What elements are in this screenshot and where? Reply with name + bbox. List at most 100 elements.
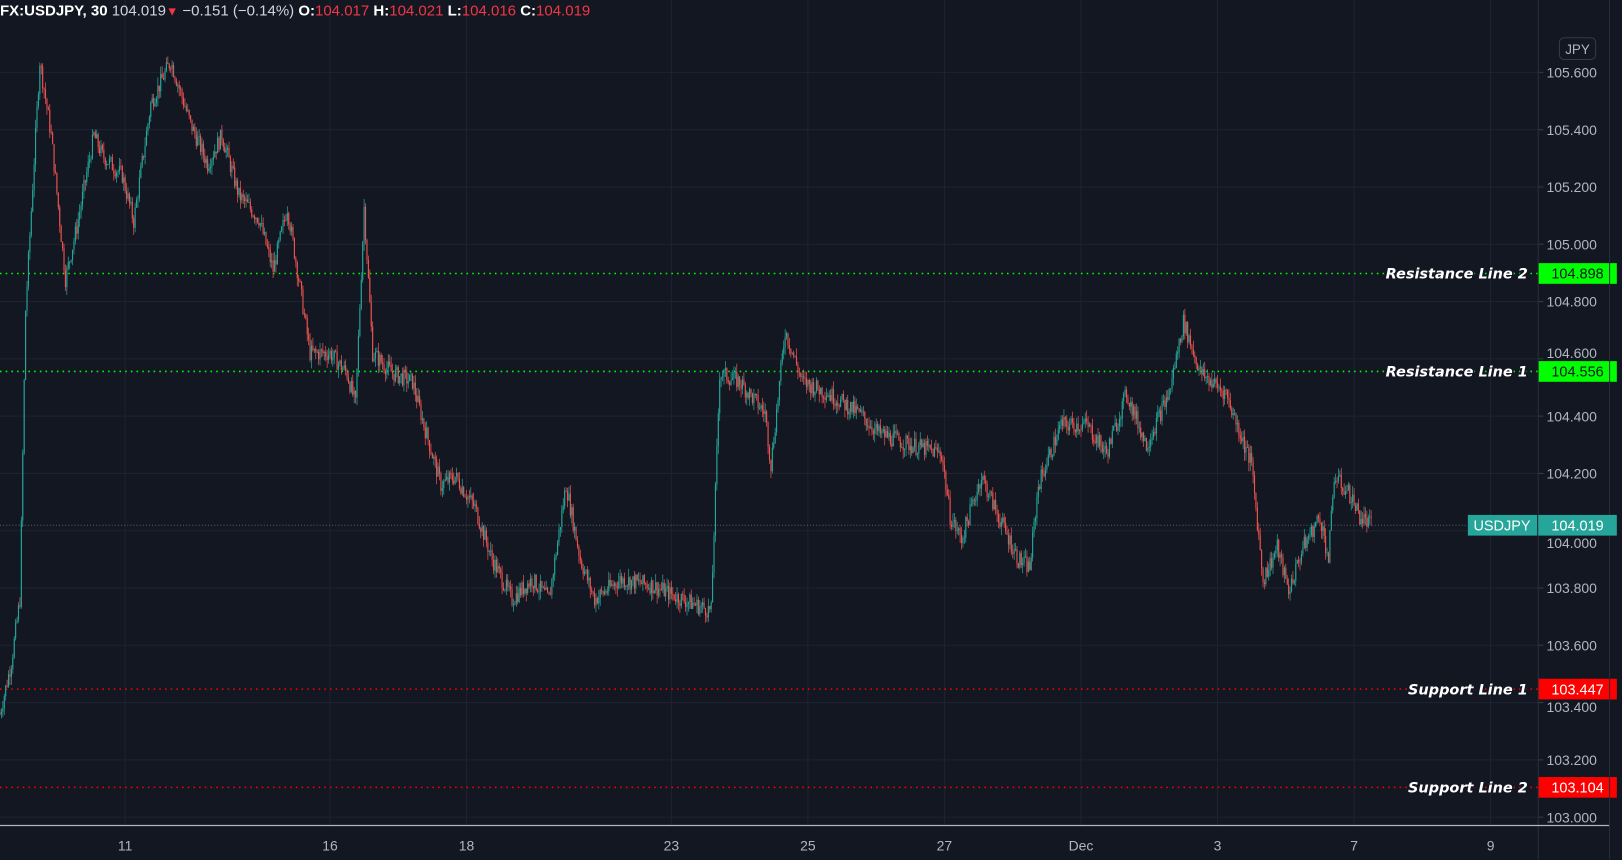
candle-body [986, 483, 988, 498]
candle-body [229, 157, 231, 172]
candle-body [922, 443, 924, 448]
candle [34, 119, 37, 172]
candle-body [905, 435, 907, 449]
candle [141, 153, 143, 169]
candle [367, 255, 369, 280]
candle [1167, 389, 1169, 403]
candle-body [1096, 435, 1098, 444]
candle-body [541, 581, 543, 588]
candle [252, 214, 254, 218]
candle-body [266, 244, 268, 248]
candle [534, 573, 536, 594]
candle-body [632, 576, 634, 581]
candle [760, 403, 762, 412]
candle [603, 586, 606, 596]
candle [126, 182, 128, 204]
candle-body [673, 594, 675, 600]
candle [892, 424, 894, 447]
candle-body [969, 504, 971, 525]
candle-body [1343, 491, 1345, 495]
candle [286, 206, 288, 227]
candle [881, 428, 883, 439]
candle [217, 132, 219, 154]
candle-body [441, 488, 443, 492]
candle-body [0, 711, 2, 715]
currency-button[interactable]: JPY [1558, 37, 1597, 60]
support-line[interactable]: Support Line 1 103.447 [0, 678, 1617, 700]
candle-body [1366, 517, 1368, 527]
candle-body [544, 587, 546, 590]
candle-body [37, 94, 39, 107]
candle [464, 493, 466, 498]
candle-body [1269, 558, 1271, 571]
candle-body [312, 345, 314, 351]
candle [83, 175, 85, 199]
candle-body [1066, 419, 1068, 427]
candle [73, 237, 75, 255]
candle [197, 130, 199, 147]
candle [1013, 543, 1015, 560]
candle-body [263, 232, 266, 234]
candle [820, 387, 822, 395]
candle-body [271, 260, 273, 263]
candle [26, 280, 28, 317]
candle [884, 426, 886, 446]
candle [703, 597, 705, 610]
candle [1121, 398, 1123, 427]
candle-body [555, 555, 557, 558]
candle-body [363, 206, 365, 243]
candle-body [1211, 379, 1213, 388]
candle [0, 708, 2, 719]
candle [886, 425, 889, 439]
candle-body [740, 384, 742, 389]
candle-body [1053, 436, 1055, 456]
candle-body [936, 447, 938, 452]
candle [246, 194, 249, 203]
candle [1279, 552, 1281, 567]
candle [219, 129, 222, 150]
horizontal-lines[interactable]: Resistance Line 2 104.898 Resistance Line … [0, 263, 1617, 798]
candle [615, 582, 617, 595]
candle-body [117, 171, 119, 173]
candle [569, 485, 571, 519]
candle [1265, 567, 1267, 587]
candle-body [458, 479, 460, 489]
candle [1326, 547, 1328, 557]
candle-body [1360, 518, 1362, 525]
candle-body [793, 352, 795, 357]
support-line[interactable]: Support Line 2 103.104 [0, 777, 1617, 798]
candle-body [1094, 441, 1096, 444]
candle-body [423, 418, 425, 428]
candle [329, 348, 331, 359]
candle-body [30, 211, 32, 236]
candle-body [337, 363, 340, 370]
candle [1172, 364, 1175, 386]
candle [1148, 439, 1150, 457]
candle-body [527, 583, 529, 594]
resistance-line[interactable]: Resistance Line 1 104.556 [0, 361, 1617, 382]
candle-body [1367, 517, 1369, 527]
candle-body [818, 389, 820, 395]
candle-body [457, 472, 459, 480]
candle [478, 516, 480, 530]
candle-body [925, 441, 927, 455]
candle-body [783, 347, 785, 354]
candle-body [511, 589, 513, 605]
symbol-interval[interactable]: FX:USDJPY, 30 [0, 3, 108, 20]
candle [0, 709, 1, 716]
candle-body [1326, 552, 1328, 554]
candle [555, 552, 557, 561]
candle [983, 470, 985, 484]
resistance-line[interactable]: Resistance Line 2 104.898 [0, 263, 1617, 284]
candle [584, 566, 586, 577]
candle-body [1300, 554, 1303, 563]
candle [531, 575, 533, 593]
candle-body [602, 591, 604, 595]
candle-body [376, 350, 378, 352]
candle-body [335, 350, 337, 352]
candle [194, 122, 196, 139]
candle-body [218, 137, 220, 150]
